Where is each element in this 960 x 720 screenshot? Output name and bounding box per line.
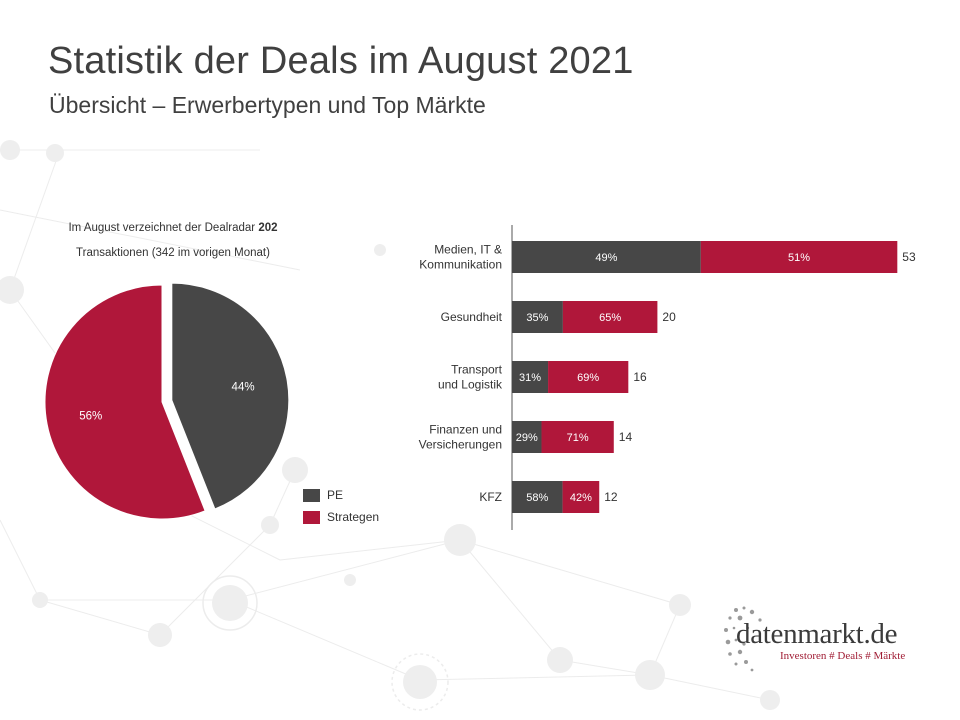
logo-tagline: Investoren # Deals # Märkte [780,650,906,662]
bar-segment-pe [512,241,701,273]
pie-label-strategen: 56% [79,411,102,423]
bar-total-label: 12 [604,490,618,504]
legend-label-pe: PE [327,488,344,502]
bar-segment-pe [512,481,563,513]
legend-label-strategen: Strategen [327,510,380,524]
bar-share-label: 58% [526,492,548,504]
deal-count-note-text: Im August verzeichnet der Dealradar [68,222,259,234]
page-title: Statistik der Deals im August 2021 [48,40,634,82]
bar-category-label: Transport [451,363,503,377]
page-subtitle: Übersicht – Erwerbertypen und Top Märkte [49,92,486,118]
bar-category-label: und Logistik [438,378,503,392]
pie-legend: PE Strategen [303,484,379,528]
bar-segment-pe [512,361,549,393]
bar-share-label: 29% [516,432,538,444]
logo-wordmark: datenmarkt.de [736,618,898,650]
bar-category-label: KFZ [479,490,502,504]
datenmarkt-logo: datenmarkt.de Investoren # Deals # Märkt… [722,604,922,674]
bar-category-label: Gesundheit [441,310,503,324]
pie-slice-strategen [44,284,206,520]
bar-share-label: 69% [577,372,599,384]
bar-category-label: Kommunikation [419,258,502,272]
bar-segment-strategen [548,361,629,393]
legend-item-strategen: Strategen [303,506,379,528]
legend-item-pe: PE [303,484,379,506]
deal-count-value: 202 [258,222,278,234]
bar-segment-strategen [541,421,614,453]
bar-segment-strategen [700,241,898,273]
legend-swatch-strategen [303,510,320,524]
bar-category-label: Versicherungen [419,438,502,452]
bar-category-label: Finanzen und [429,423,502,437]
top-markets-bar-chart: 49% 51% 53 Medien, IT &Kommunikation 35% 65% 2… [419,225,916,530]
deal-count-note: Im August verzeichnet der Dealradar 202 [40,222,306,234]
bar-share-label: 35% [526,312,548,324]
legend-swatch-pe [303,488,320,502]
acquirer-type-pie-chart: 44% 56% [44,282,290,520]
logo-dots-icon [724,606,762,672]
bar-share-label: 65% [599,312,621,324]
bar-segment-pe [512,301,563,333]
bar-total-label: 20 [662,310,676,324]
bar-share-label: 31% [519,372,541,384]
bar-share-label: 42% [570,492,592,504]
bar-segment-pe [512,421,542,453]
bar-total-label: 16 [633,370,647,384]
pie-slice-pe [171,282,290,510]
bar-total-label: 14 [619,430,633,444]
bar-category-label: Medien, IT & [434,243,502,257]
previous-month-note: Transaktionen (342 im vorigen Monat) [76,247,270,259]
bar-share-label: 51% [788,252,810,264]
bar-segment-strategen [562,481,600,513]
pie-label-pe: 44% [232,382,255,394]
bar-share-label: 71% [567,432,589,444]
bar-share-label: 49% [595,252,617,264]
bar-total-label: 53 [902,250,916,264]
bar-segment-strategen [562,301,658,333]
